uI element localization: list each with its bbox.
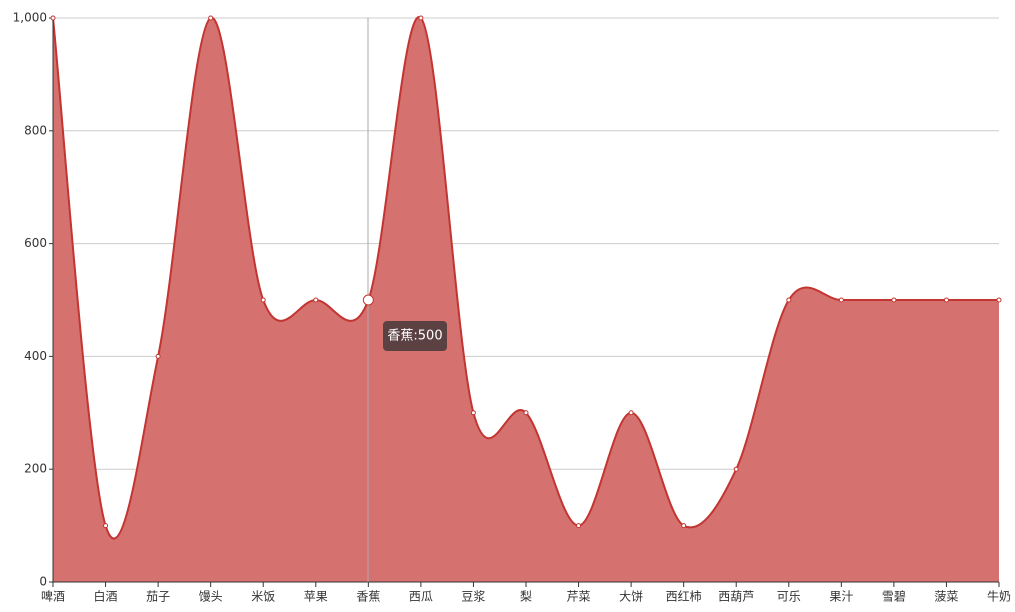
point [681, 523, 687, 529]
x-tick-label: 啤酒 [41, 589, 65, 604]
x-tick-label: 馒头 [199, 590, 223, 604]
y-tick-label: 0 [39, 575, 47, 589]
tooltip-box [383, 321, 447, 351]
x-tick-label: 菠菜 [934, 590, 958, 604]
y-tick-label: 400 [24, 349, 47, 363]
point [208, 15, 214, 21]
point [155, 353, 161, 359]
x-tick-label: 茄子 [146, 590, 170, 604]
point [50, 15, 56, 21]
point [943, 297, 949, 303]
y-tick-label: 1,000 [13, 11, 47, 25]
area [53, 17, 999, 582]
y-tick-label: 200 [24, 462, 47, 476]
x-tick-label: 果汁 [829, 590, 853, 604]
x-tick-label: 雪碧 [882, 590, 906, 604]
x-tick-label: 可乐 [777, 590, 801, 604]
x-tick-label: 牛奶 [987, 589, 1011, 604]
point [733, 466, 739, 472]
point [313, 297, 319, 303]
point [470, 410, 476, 416]
line [52, 16, 999, 540]
tooltip-text: 香蕉:500 [387, 329, 442, 344]
point [260, 297, 266, 303]
point [996, 297, 1002, 303]
point [628, 410, 634, 416]
point [523, 410, 529, 416]
x-tick-label: 大饼 [619, 590, 643, 604]
point [362, 294, 374, 306]
x-tick-label: 芹菜 [567, 590, 591, 604]
point [786, 297, 792, 303]
point [103, 523, 109, 529]
x-tick-label: 香蕉 [356, 590, 380, 604]
point [838, 297, 844, 303]
x-tick-label: 豆浆 [461, 589, 485, 604]
x-tick-label: 苹果 [304, 590, 328, 604]
x-tick-label: 梨 [520, 590, 532, 604]
point [418, 15, 424, 21]
x-tick-label: 白酒 [94, 589, 118, 604]
y-tick-label: 600 [24, 236, 47, 250]
x-tick-label: 西瓜 [409, 590, 433, 604]
x-tick-label: 米饭 [251, 590, 275, 604]
y-tick-label: 800 [24, 123, 47, 137]
point [891, 297, 897, 303]
x-tick-label: 西红柿 [666, 589, 702, 604]
x-tick-label: 西葫芦 [718, 590, 754, 604]
point [576, 523, 582, 529]
